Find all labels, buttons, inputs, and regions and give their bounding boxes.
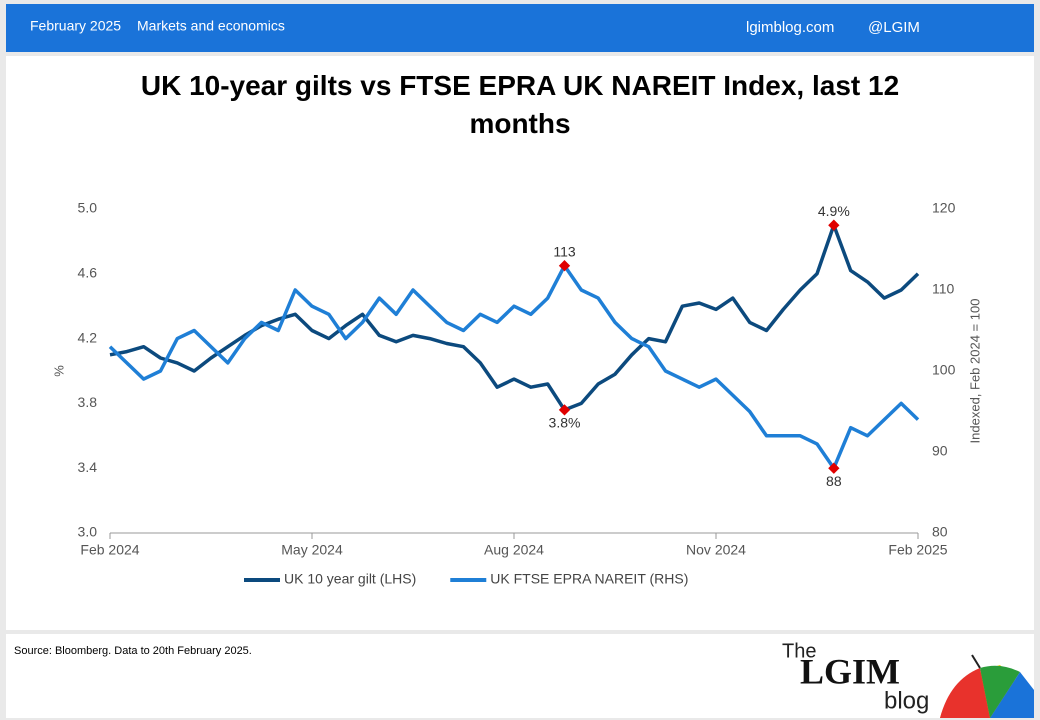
header-handle[interactable]: @LGIM [868,19,920,36]
annotation-marker [558,260,571,272]
x-tick-label: Feb 2024 [80,542,139,558]
y2-axis-label: Indexed, Feb 2024 = 100 [967,299,982,444]
x-tick-label: Nov 2024 [686,542,746,558]
y2-tick-label: 120 [932,200,956,216]
x-tick-label: May 2024 [281,542,343,558]
series-line [109,223,920,412]
header-bar [6,4,1034,52]
series-line [108,263,920,470]
y-axis-label: % [51,365,66,377]
chart-title: UK 10-year gilts vs FTSE EPRA UK NAREIT … [141,70,899,139]
header-date: February 2025 [30,18,121,34]
footer-panel [6,634,1034,718]
annotation: 113 [553,243,576,259]
annotation: 4.9% [818,203,850,219]
y2-tick-label: 90 [932,443,948,459]
annotation-marker [828,462,840,474]
annotation: 3.8% [549,415,581,431]
x-tick-label: Feb 2025 [888,542,947,558]
y-tick-label: 3.4 [78,459,98,475]
y2-tick-label: 110 [932,281,955,297]
annotation-marker [558,404,571,416]
y-tick-label: 3.8 [78,394,98,410]
y-tick-label: 3.0 [78,524,98,540]
header-section[interactable]: Markets and economics [137,18,285,34]
source: Source: Bloomberg. Data to 20th February… [14,645,252,657]
y2-tick-label: 80 [932,524,948,540]
y-tick-label: 4.6 [78,265,98,281]
y2-tick-label: 100 [932,362,956,378]
logo-tag: blog [884,687,929,714]
chart-panel [6,56,1034,630]
legend-label: UK FTSE EPRA NAREIT (RHS) [490,571,688,587]
legend-label: UK 10 year gilt (LHS) [284,571,416,587]
annotation-marker [828,219,840,231]
logo-name: LGIM [800,651,900,691]
x-tick-label: Aug 2024 [484,542,544,558]
logo-the: The [782,640,816,662]
logo-umbrella [940,654,1034,718]
annotation: 88 [826,473,842,489]
y-tick-label: 4.2 [78,329,98,345]
y-tick-label: 5.0 [78,200,98,216]
header-site[interactable]: lgimblog.com [746,19,834,36]
